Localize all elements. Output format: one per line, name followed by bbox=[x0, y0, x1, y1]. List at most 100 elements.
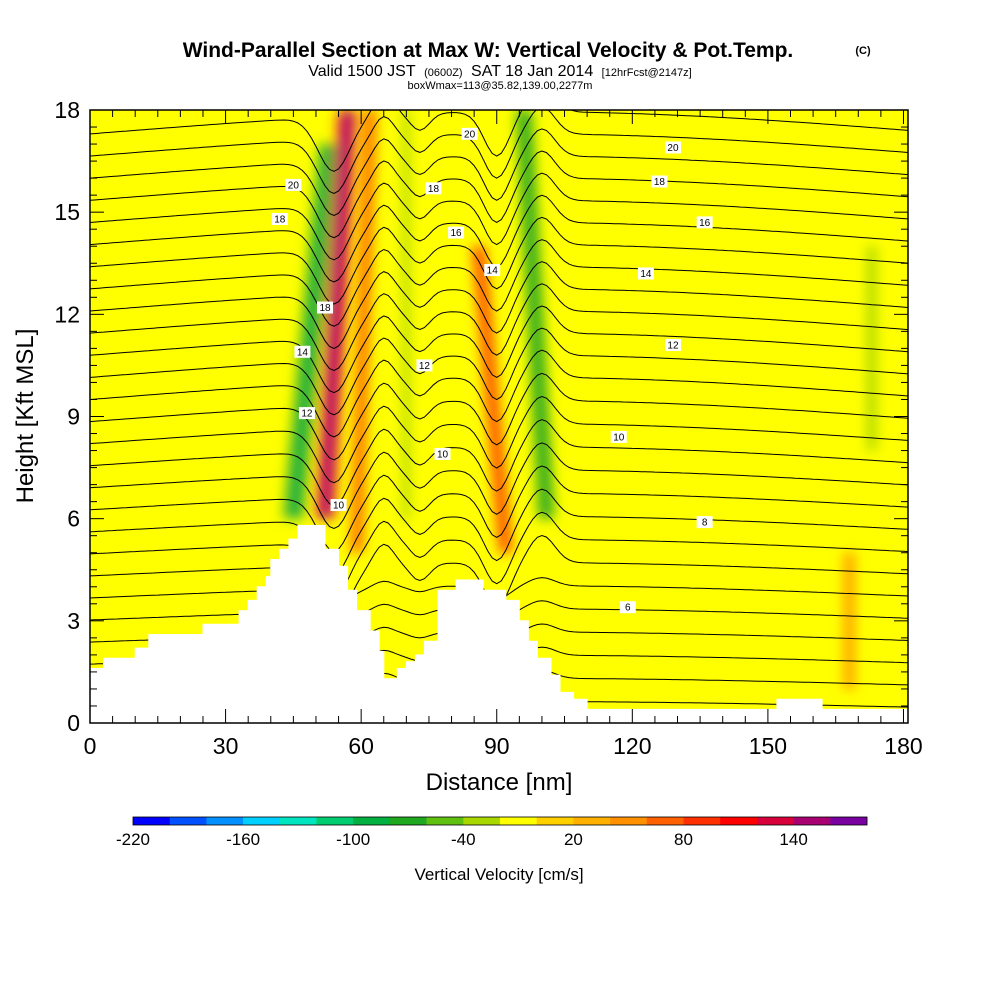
contour-label: 18 bbox=[317, 301, 334, 314]
theta-contour-line bbox=[90, 150, 908, 239]
contour-label-text: 10 bbox=[613, 432, 625, 443]
x-tick-label: 120 bbox=[613, 733, 651, 759]
colorbar-swatch bbox=[169, 817, 207, 825]
chart-subtitle-box: boxWmax=113@35.82,139.00,2277m bbox=[408, 80, 593, 92]
plot-area: 20 18 18 14 12 10 20 18 16 14 12 10 20 18 16 14 12 10 8 6 bbox=[90, 110, 908, 723]
colorbar-swatch bbox=[646, 817, 684, 825]
colorbar-swatch bbox=[683, 817, 721, 825]
colorbar-swatch bbox=[133, 817, 170, 825]
contour-label: 12 bbox=[298, 407, 315, 420]
w-feature bbox=[474, 246, 511, 553]
colorbar-swatch bbox=[756, 817, 794, 825]
contour-label: 20 bbox=[285, 178, 302, 191]
colorbar-swatch bbox=[243, 817, 281, 825]
theta-contour-line bbox=[90, 305, 908, 394]
colorbar-tick-label: -100 bbox=[336, 830, 370, 849]
colorbar-tick-label: -40 bbox=[451, 830, 476, 849]
contour-label: 20 bbox=[461, 127, 478, 140]
colorbar-swatch bbox=[389, 817, 427, 825]
copyright-mark: (C) bbox=[855, 45, 871, 57]
y-tick-label: 6 bbox=[67, 506, 80, 532]
colorbar-swatch bbox=[353, 817, 391, 825]
x-tick-label: 90 bbox=[484, 733, 510, 759]
subtitle-forecast: [12hrFcst@2147z] bbox=[602, 67, 692, 79]
contour-label: 10 bbox=[434, 447, 451, 460]
contour-label: 12 bbox=[664, 338, 681, 351]
contour-labels: 20 18 18 14 12 10 20 18 16 14 12 10 20 18 16 14 12 10 8 6 bbox=[271, 127, 713, 614]
colorbar-swatch bbox=[830, 817, 868, 825]
contour-label-text: 6 bbox=[625, 603, 631, 614]
theta-contour-line bbox=[90, 216, 908, 305]
y-tick-label: 18 bbox=[54, 97, 80, 123]
contour-label: 18 bbox=[651, 175, 668, 188]
y-tick-label: 9 bbox=[67, 404, 80, 430]
contour-label-text: 14 bbox=[487, 266, 499, 277]
theta-contour-line bbox=[90, 261, 908, 349]
colorbar-swatch bbox=[316, 817, 354, 825]
subtitle-utc: (0600Z) bbox=[424, 67, 463, 79]
contour-label-text: 12 bbox=[419, 361, 431, 372]
contour-label: 18 bbox=[425, 182, 442, 195]
contour-label: 6 bbox=[619, 601, 636, 614]
contour-label: 14 bbox=[484, 264, 501, 277]
colorbar-swatch bbox=[500, 817, 537, 825]
x-tick-label: 0 bbox=[84, 733, 97, 759]
theta-contour-line bbox=[90, 395, 908, 484]
colorbar-tick-label: 20 bbox=[564, 830, 583, 849]
contour-label: 16 bbox=[448, 226, 465, 239]
theta-contour-line bbox=[90, 283, 908, 372]
chart-title: Wind-Parallel Section at Max W: Vertical… bbox=[183, 39, 794, 62]
w-feature bbox=[319, 110, 354, 519]
colorbar-swatch bbox=[279, 817, 317, 825]
colorbar: -220 -160 -100 -40 20 80 140 bbox=[116, 816, 868, 849]
contour-label: 18 bbox=[271, 212, 288, 225]
colorbar-swatch bbox=[463, 817, 501, 825]
terrain bbox=[90, 525, 908, 723]
contour-label-text: 12 bbox=[667, 340, 679, 351]
contour-label: 12 bbox=[416, 359, 433, 372]
colorbar-frame bbox=[132, 816, 868, 826]
contour-label-text: 16 bbox=[699, 218, 711, 229]
theta-contour-line bbox=[90, 349, 908, 438]
theta-contour-line bbox=[90, 110, 908, 194]
subtitle-valid: Valid 1500 JST bbox=[308, 63, 416, 80]
theta-contour-line bbox=[90, 327, 908, 416]
contour-label-text: 10 bbox=[333, 501, 345, 512]
contour-label-text: 20 bbox=[464, 129, 476, 140]
colorbar-tick-label: -220 bbox=[116, 830, 150, 849]
theta-contour-line bbox=[90, 419, 908, 507]
theta-contour-line bbox=[90, 465, 908, 552]
colorbar-tick-label: -160 bbox=[226, 830, 260, 849]
x-tick-label: 60 bbox=[348, 733, 374, 759]
x-tick-label: 30 bbox=[213, 733, 239, 759]
colorbar-tick-label: 140 bbox=[779, 830, 807, 849]
x-axis-label: Distance [nm] bbox=[426, 769, 573, 796]
colorbar-swatch bbox=[536, 817, 574, 825]
y-axis: 0 3 6 9 12 15 18 bbox=[54, 97, 908, 736]
contour-label-text: 18 bbox=[274, 214, 286, 225]
y-axis-label: Height [Kft MSL] bbox=[12, 329, 39, 504]
contour-label-text: 20 bbox=[288, 180, 300, 191]
w-feature bbox=[402, 110, 411, 519]
contour-label: 10 bbox=[610, 430, 627, 443]
colorbar-swatch bbox=[793, 817, 831, 825]
contour-label: 14 bbox=[637, 267, 654, 280]
w-feature bbox=[352, 110, 374, 553]
colorbar-swatch bbox=[206, 817, 244, 825]
colorbar-swatch bbox=[720, 817, 758, 825]
x-axis: 0 30 60 90 120 150 180 bbox=[84, 110, 923, 759]
contour-label-text: 18 bbox=[319, 303, 331, 314]
w-feature bbox=[846, 552, 853, 689]
contour-label: 16 bbox=[696, 216, 713, 229]
theta-contour-line bbox=[90, 511, 908, 598]
contour-label-text: 12 bbox=[301, 409, 313, 420]
y-tick-label: 3 bbox=[67, 608, 80, 634]
x-tick-label: 150 bbox=[749, 733, 787, 759]
colorbar-swatch bbox=[426, 817, 464, 825]
contour-label-text: 8 bbox=[702, 518, 708, 529]
contour-label-text: 20 bbox=[667, 143, 679, 154]
y-tick-label: 0 bbox=[67, 710, 80, 736]
colorbar-swatch bbox=[573, 817, 611, 825]
colorbar-swatch bbox=[610, 817, 648, 825]
